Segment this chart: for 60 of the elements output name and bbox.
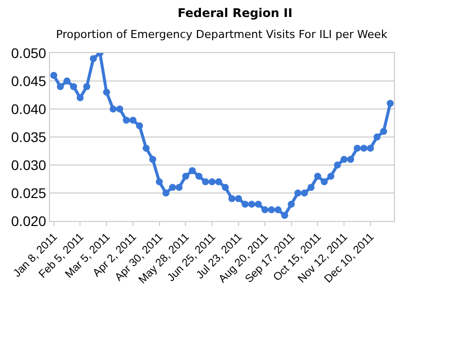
point	[347, 156, 354, 163]
point	[308, 184, 315, 191]
point	[274, 206, 282, 214]
point	[103, 88, 110, 96]
point	[334, 162, 341, 168]
point	[222, 184, 229, 191]
point	[215, 178, 222, 186]
point	[110, 106, 117, 112]
point	[50, 72, 58, 79]
point	[288, 200, 295, 208]
y-tick-label: 0.040	[11, 100, 46, 117]
point	[386, 100, 394, 107]
point	[176, 184, 183, 191]
point	[248, 200, 256, 208]
point	[340, 156, 348, 163]
point	[380, 128, 388, 135]
y-tick-label: 0.030	[11, 156, 46, 173]
chart-subtitle: Proportion of Emergency Department Visits For ILI per Week	[56, 28, 388, 41]
point	[354, 144, 361, 152]
point	[122, 116, 130, 124]
point	[129, 116, 136, 124]
point	[116, 106, 124, 112]
point	[300, 190, 308, 196]
point	[76, 94, 84, 102]
point	[281, 212, 288, 219]
point	[327, 172, 334, 180]
point	[195, 172, 202, 180]
point	[156, 178, 163, 186]
y-tick-label: 0.045	[11, 72, 46, 89]
point	[162, 190, 170, 196]
point	[360, 144, 368, 152]
point	[234, 195, 242, 202]
point	[314, 172, 322, 180]
point	[83, 83, 90, 90]
point	[268, 206, 275, 214]
point	[169, 184, 176, 191]
point	[70, 83, 78, 90]
point	[254, 200, 262, 208]
point	[63, 78, 70, 84]
point	[294, 190, 302, 196]
y-tick-label: 0.035	[11, 128, 46, 145]
point	[242, 200, 249, 208]
point	[142, 144, 150, 152]
point	[208, 178, 216, 186]
point	[202, 178, 210, 186]
y-tick-label: 0.025	[11, 184, 46, 201]
point	[188, 167, 196, 174]
point	[56, 83, 64, 90]
point	[261, 206, 268, 214]
point	[90, 55, 97, 62]
point	[149, 156, 156, 163]
point	[228, 195, 236, 202]
chart-title: Federal Region II	[178, 6, 292, 20]
point	[374, 134, 381, 140]
y-tick-label: 0.050	[11, 44, 46, 61]
point	[182, 172, 190, 180]
y-tick-label: 0.020	[11, 212, 46, 229]
point	[320, 178, 328, 186]
point	[136, 122, 144, 130]
point	[366, 144, 374, 152]
